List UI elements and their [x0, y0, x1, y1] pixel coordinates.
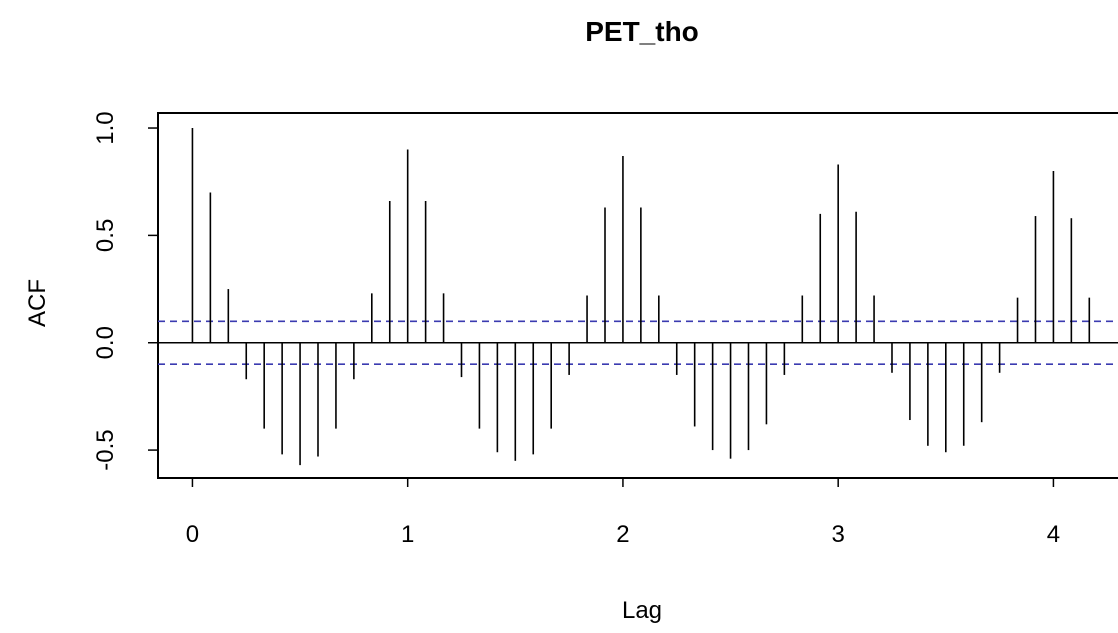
- x-tick-label: 3: [831, 521, 844, 548]
- plot-frame: [157, 112, 1118, 479]
- x-tick-label: 4: [1047, 521, 1060, 548]
- x-tick-label: 2: [616, 521, 629, 548]
- y-tick-label: 1.0: [92, 111, 119, 144]
- x-tick-label: 1: [401, 521, 414, 548]
- x-axis-label: Lag: [622, 597, 662, 624]
- plot-area: 0 1 2 3 4 -0.5 0.0 0.5 1.0: [92, 111, 1118, 548]
- y-tick-label: 0.0: [92, 326, 119, 359]
- y-axis-label: ACF: [24, 279, 51, 327]
- chart-title: PET_tho: [585, 16, 699, 47]
- x-tick-label: 0: [186, 521, 199, 548]
- y-tick-label: -0.5: [92, 429, 119, 470]
- y-tick-label: 0.5: [92, 219, 119, 252]
